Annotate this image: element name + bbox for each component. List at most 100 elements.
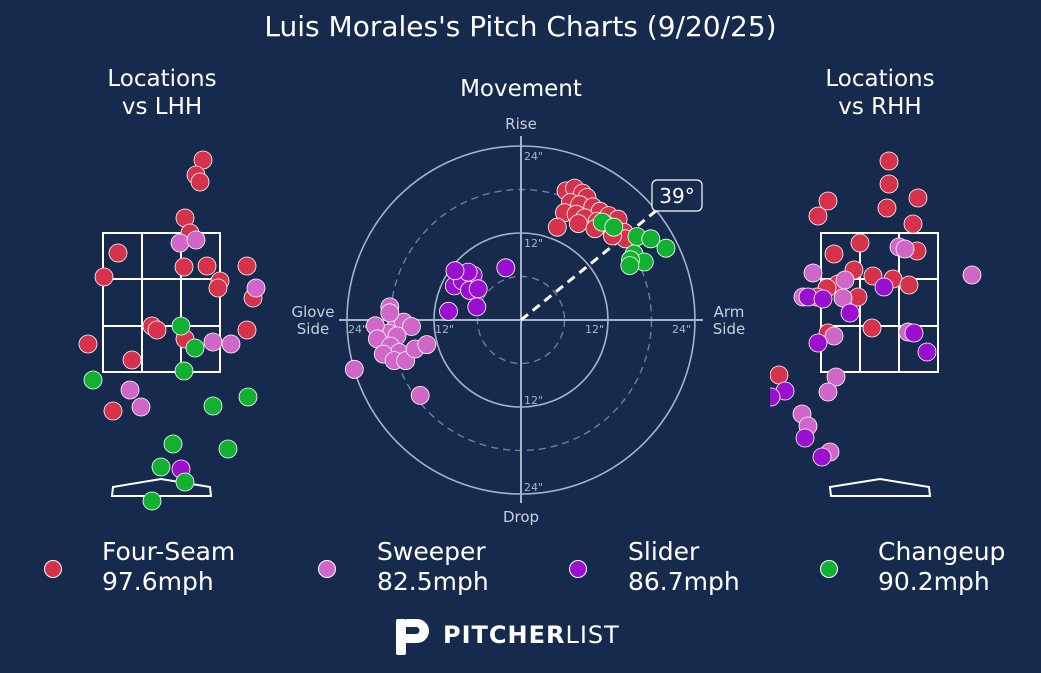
rhh-pitch-point <box>903 214 923 234</box>
rhh-pitch-point <box>824 326 844 346</box>
lhh-pitch-point <box>221 334 241 354</box>
movement-pitch-point <box>656 238 676 258</box>
lhh-pitch-point <box>203 332 223 352</box>
lhh-panel-title: Locations vs LHH <box>72 65 252 121</box>
legend-velo-sweeper: 82.5mph <box>377 567 489 596</box>
logo-text-light: LIST <box>565 621 620 649</box>
rhh-pitch-point <box>840 303 860 323</box>
legend-name-sweeper: Sweeper <box>377 537 486 566</box>
lhh-pitch-point <box>108 243 128 263</box>
movement-pitch-point <box>445 261 465 281</box>
rhh-pitch-point <box>826 367 846 387</box>
legend-velo-slider: 86.7mph <box>628 567 740 596</box>
rhh-pitch-point <box>808 206 828 226</box>
lhh-title-line1: Locations <box>107 66 217 92</box>
rhh-pitch-point <box>795 428 815 448</box>
rhh-pitch-point <box>908 188 928 208</box>
chart-title: Luis Morales's Pitch Charts (9/20/25) <box>264 10 777 43</box>
lhh-title-line2: vs LHH <box>121 94 203 120</box>
lhh-pitch-point <box>246 278 266 298</box>
movement-pitch-point <box>410 385 430 405</box>
rhh-pitch-point <box>770 365 789 385</box>
rhh-pitch-point <box>835 270 855 290</box>
ring-label-left-12: 12" <box>435 323 454 336</box>
lhh-pitch-point <box>170 233 190 253</box>
legend-dot-slider <box>569 560 587 578</box>
rhh-pitch-point <box>803 263 823 283</box>
rhh-pitch-point <box>850 233 870 253</box>
lhh-pitch-point <box>237 256 257 276</box>
movement-pitch-point <box>641 229 661 249</box>
rhh-pitch-point <box>813 289 833 309</box>
movement-points <box>344 178 676 405</box>
lhh-pitch-point <box>186 230 206 250</box>
lhh-pitch-point <box>174 361 194 381</box>
lhh-pitch-point <box>147 320 167 340</box>
rhh-pitch-point <box>904 323 924 343</box>
axis-label-glove-line2: Side <box>297 320 329 338</box>
movement-pitch-point <box>380 303 400 323</box>
rhh-pitch-point <box>962 265 982 285</box>
movement-pitch-point <box>568 214 588 234</box>
lhh-pitch-point <box>197 256 217 276</box>
rhh-pitch-point <box>899 275 919 295</box>
lhh-pitch-point <box>171 316 191 336</box>
movement-pitch-point <box>439 301 458 321</box>
rhh-pitch-point <box>824 244 844 264</box>
lhh-pitch-point <box>94 267 114 287</box>
rhh-pitch-point <box>917 342 937 362</box>
lhh-points <box>78 150 266 511</box>
legend-name-four-seam: Four-Seam <box>102 537 236 566</box>
lhh-pitch-point <box>78 334 98 354</box>
rhh-pitch-point <box>818 191 838 211</box>
axis-label-glove-line1: Glove <box>291 303 334 321</box>
ring-label-left-24: 24" <box>348 323 367 336</box>
lhh-pitch-point <box>175 472 195 492</box>
rhh-title-line2: vs RHH <box>838 94 922 120</box>
arm-angle-box <box>651 179 703 212</box>
movement-pitch-point <box>417 335 437 355</box>
lhh-pitch-point <box>174 257 194 277</box>
ring-label-right-24: 24" <box>672 323 691 336</box>
movement-pitch-point <box>468 279 488 299</box>
pitcherlist-p-icon <box>396 619 429 655</box>
legend-velo-four-seam: 97.6mph <box>102 567 214 596</box>
rhh-panel-title: Locations vs RHH <box>790 65 970 121</box>
lhh-home-plate <box>110 477 213 497</box>
lhh-pitch-point <box>142 491 162 511</box>
arm-angle-label: 39° <box>659 184 694 208</box>
legend-velo-changeup: 90.2mph <box>878 567 990 596</box>
axis-label-drop: Drop <box>503 508 539 526</box>
lhh-pitch-point <box>83 370 103 390</box>
axis-label-arm-line1: Arm <box>714 303 745 321</box>
movement-pitch-point <box>467 297 487 317</box>
rhh-pitch-point <box>895 239 915 259</box>
movement-pitch-point <box>496 258 516 278</box>
lhh-pitch-point <box>103 401 123 421</box>
rhh-title-line1: Locations <box>825 66 935 92</box>
lhh-pitch-point <box>122 350 142 370</box>
rhh-home-plate <box>828 477 932 497</box>
movement-pitch-point <box>620 256 640 276</box>
rhh-pitch-point <box>818 382 838 402</box>
rhh-pitch-point <box>879 174 899 194</box>
lhh-pitch-point <box>190 172 210 192</box>
lhh-pitch-point <box>151 457 171 477</box>
legend-dot-changeup <box>820 560 838 578</box>
movement-pitch-point <box>604 217 624 237</box>
lhh-pitch-point <box>185 338 205 358</box>
rhh-points <box>770 151 982 467</box>
lhh-pitch-point <box>203 396 223 416</box>
ring-label-top-24: 24" <box>524 150 543 163</box>
legend-dot-sweeper <box>318 560 336 578</box>
ring-label-bottom-12: 12" <box>524 394 543 407</box>
lhh-pitch-point <box>120 380 140 400</box>
movement-axis-labels: Rise Drop Glove Side Arm Side <box>291 115 745 526</box>
rhh-pitch-point <box>812 447 832 467</box>
legend-dot-four-seam <box>44 560 62 578</box>
lhh-strike-zone <box>102 232 221 373</box>
lhh-pitch-point <box>238 387 258 407</box>
ring-label-bottom-24: 24" <box>524 481 543 494</box>
legend-item-slider: Slider 86.7mph <box>569 537 769 597</box>
